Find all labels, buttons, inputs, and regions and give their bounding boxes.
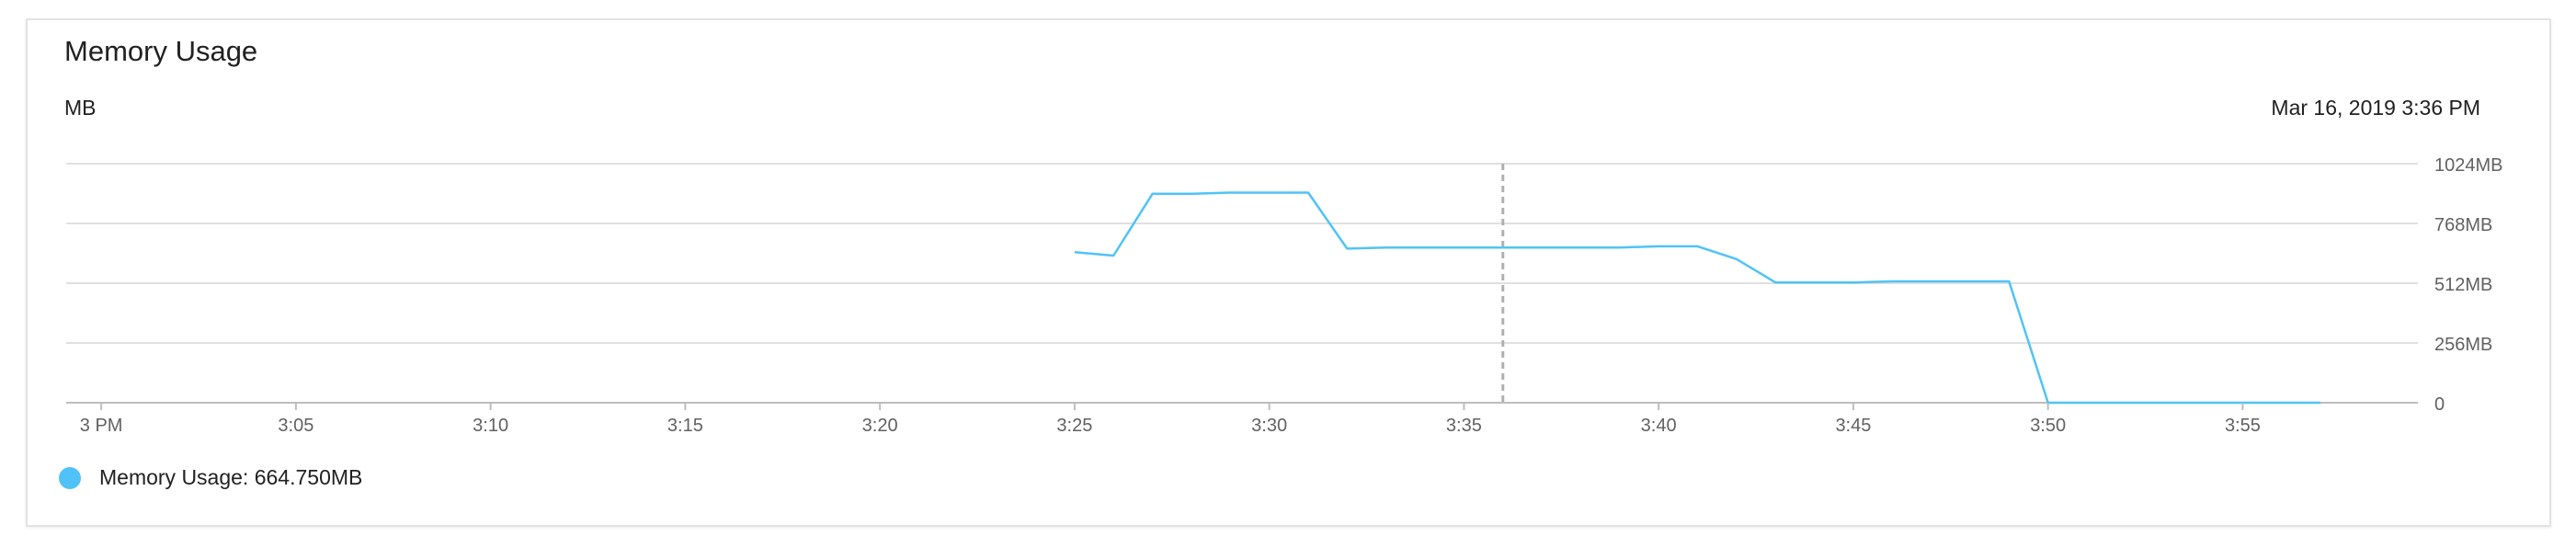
x-tick-label: 3:30 <box>1251 416 1287 436</box>
x-tick-label: 3 PM <box>80 416 123 436</box>
legend-label: Memory Usage: 664.750MB <box>99 465 363 489</box>
unit-label: MB <box>64 96 97 120</box>
x-tick-label: 3:25 <box>1056 416 1092 436</box>
y-tick-label: 768MB <box>2434 215 2492 235</box>
grid-layer <box>66 163 2418 404</box>
x-tick-label: 3:40 <box>1641 416 1677 436</box>
legend-swatch <box>59 466 81 489</box>
x-tick-label: 3:55 <box>2225 416 2261 436</box>
cursor-timestamp: Mar 16, 2019 3:36 PM <box>2271 96 2480 120</box>
chart-title: Memory Usage <box>64 35 258 67</box>
x-tick-label: 3:45 <box>1835 416 1871 436</box>
y-tick-label: 512MB <box>2434 275 2492 295</box>
y-tick-label: 1024MB <box>2434 155 2503 176</box>
y-tick-label: 256MB <box>2434 335 2492 355</box>
memory-usage-series-line[interactable] <box>1074 191 2321 405</box>
x-tick-label: 3:15 <box>667 416 703 436</box>
y-tick-label: 0 <box>2434 394 2445 415</box>
x-tick-label: 3:10 <box>473 416 508 436</box>
x-tick-label: 3:20 <box>862 416 898 436</box>
tick-layer: 0 256MB 512MB 768MB 1024MB 3 PM 3:05 3:10 3:15 3:… <box>80 155 2503 436</box>
x-tick-label: 3:50 <box>2030 416 2066 436</box>
series-layer <box>1074 191 2321 405</box>
memory-usage-card <box>26 18 2551 527</box>
legend[interactable]: Memory Usage: 664.750MB <box>59 465 362 490</box>
x-tick-label: 3:05 <box>278 416 313 436</box>
x-tick-label: 3:35 <box>1446 416 1482 436</box>
